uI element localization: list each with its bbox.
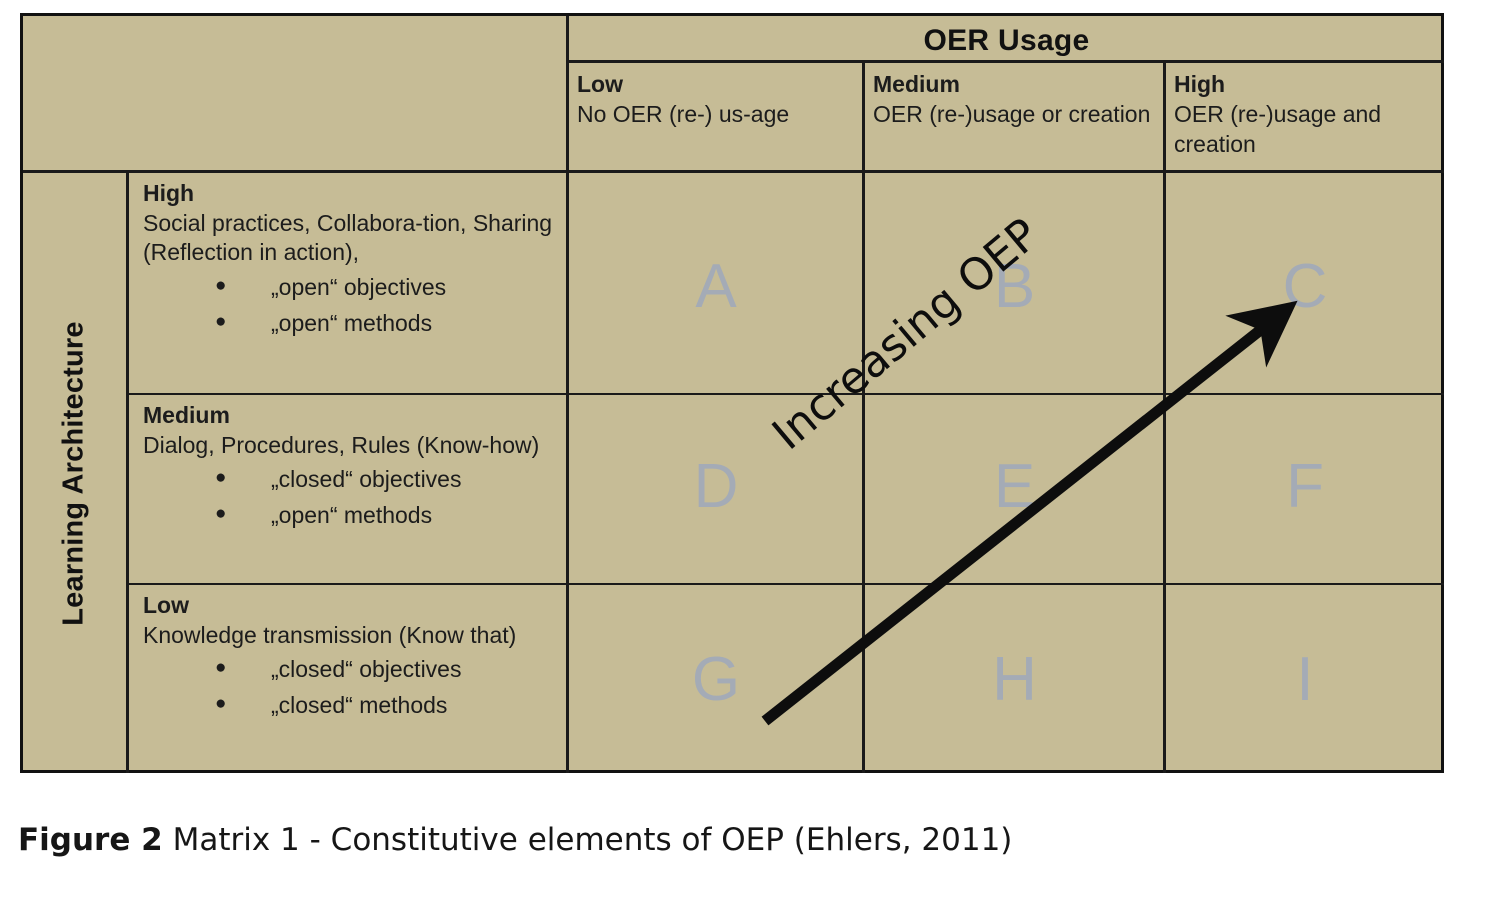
matrix-cell-F: F [1286, 451, 1324, 521]
list-item-label: „closed“ objectives [271, 656, 462, 683]
bullet-icon: ● [215, 274, 227, 296]
arrow-label: Increasing OEP [763, 208, 1049, 461]
row-descriptor-medium-name: Medium [143, 402, 230, 428]
list-item: ● „closed“ objectives [143, 462, 566, 498]
matrix-cell-I: I [1296, 644, 1314, 714]
column-header-low-name: Low [577, 71, 623, 97]
list-item-label: „open“ methods [271, 309, 433, 336]
list-item: ● „closed“ methods [143, 688, 566, 724]
list-item-label: „open“ methods [271, 501, 433, 528]
row-descriptor-medium-bullets: ● „closed“ objectives ● „open“ methods [143, 462, 566, 533]
column-header-medium-description: OER (re-)usage or creation [873, 100, 1151, 127]
matrix-cell-H: H [992, 644, 1037, 714]
figure-caption-text: Matrix 1 - Constitutive elements of OEP … [162, 822, 1013, 858]
bullet-icon: ● [215, 657, 227, 679]
row-descriptor-high: High Social practices, Collabora-tion, S… [129, 173, 566, 393]
list-item-label: „open“ objectives [271, 273, 447, 300]
row-descriptor-high-description: Social practices, Collabora-tion, Sharin… [143, 209, 553, 266]
figure-caption: Figure 2 Matrix 1 - Constitutive element… [18, 822, 1012, 858]
gridline-horizontal-oer-title [566, 60, 1444, 63]
gridline-vertical-axis-split [126, 170, 129, 773]
matrix-cell-G: G [691, 644, 741, 714]
matrix-cell-D: D [693, 451, 739, 521]
list-item: ● „open“ objectives [143, 270, 566, 306]
row-descriptor-low-name: Low [143, 592, 189, 618]
list-item-label: „closed“ objectives [271, 466, 462, 493]
row-axis-title-text: Learning Architecture [58, 320, 90, 626]
list-item-label: „closed“ methods [271, 691, 448, 718]
row-descriptor-high-name: High [143, 180, 195, 206]
bullet-icon: ● [215, 692, 227, 714]
column-header-high-description: OER (re-)usage and creation [1174, 100, 1382, 157]
column-header-high-name: High [1174, 71, 1226, 97]
matrix-cell-E: E [993, 451, 1036, 521]
bullet-icon: ● [215, 467, 227, 489]
column-axis-title: OER Usage [923, 24, 1090, 57]
list-item: ● „closed“ objectives [143, 652, 566, 688]
row-descriptor-medium-description: Dialog, Procedures, Rules (Know-how) [143, 431, 540, 458]
matrix-cell-A: A [695, 251, 737, 321]
row-descriptor-low-bullets: ● „closed“ objectives ● „closed“ methods [143, 652, 566, 723]
column-header-low-description: No OER (re-) us-age [577, 100, 790, 127]
list-item: ● „open“ methods [143, 306, 566, 342]
list-item: ● „open“ methods [143, 498, 566, 534]
row-descriptor-low-description: Knowledge transmission (Know that) [143, 621, 517, 648]
row-axis-title: Learning Architecture [23, 173, 126, 773]
row-descriptor-high-bullets: ● „open“ objectives ● „open“ methods [143, 270, 566, 341]
figure-caption-label: Figure 2 [18, 822, 163, 858]
gridline-horizontal-header [23, 170, 1444, 173]
column-header-low: Low No OER (re-) us-age [569, 66, 863, 168]
oep-matrix-table: OER Usage Low No OER (re-) us-age Medium… [20, 13, 1444, 773]
column-header-medium: Medium OER (re-)usage or creation [865, 66, 1164, 168]
column-header-high: High OER (re-)usage and creation [1166, 66, 1444, 168]
row-descriptor-low: Low Knowledge transmission (Know that) ●… [129, 585, 566, 773]
bullet-icon: ● [215, 310, 227, 332]
column-header-medium-name: Medium [873, 71, 960, 97]
bullet-icon: ● [215, 502, 227, 524]
row-descriptor-medium: Medium Dialog, Procedures, Rules (Know-h… [129, 395, 566, 583]
matrix-cell-C: C [1282, 251, 1328, 321]
